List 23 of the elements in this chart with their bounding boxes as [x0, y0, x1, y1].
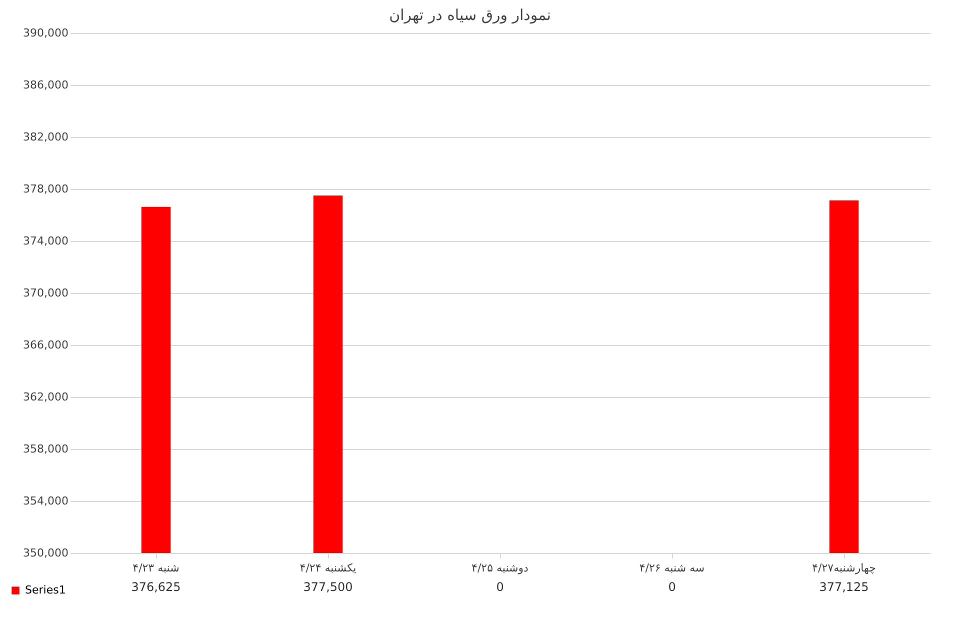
- x-tick-label: سه شنبه ۴/۲۶: [639, 562, 705, 574]
- y-tick-label: 362,000: [23, 390, 68, 404]
- y-tick-label: 378,000: [23, 182, 68, 196]
- y-tick-label: 382,000: [23, 130, 68, 144]
- data-label: 376,625: [131, 580, 181, 594]
- y-tick-label: 350,000: [23, 546, 68, 560]
- x-tick-label: یکشنبه ۴/۲۴: [300, 562, 356, 574]
- text: 0: [496, 580, 504, 594]
- data-label: 377,125: [819, 580, 869, 594]
- y-tick-label: 374,000: [23, 234, 68, 248]
- x-tick-label: دوشنبه ۴/۲۵: [472, 562, 529, 574]
- text: 0: [668, 580, 676, 594]
- data-label: 377,500: [303, 580, 353, 594]
- legend-label: Series1: [25, 584, 66, 596]
- x-tick-label: چهارشنبه۴/۲۷: [812, 562, 876, 574]
- y-tick-label: 354,000: [23, 494, 68, 508]
- y-tick-label: 386,000: [23, 78, 68, 92]
- y-tick-label: 358,000: [23, 442, 68, 456]
- y-tick-label: 390,000: [23, 26, 68, 40]
- y-tick-label: 366,000: [23, 338, 68, 352]
- chart-title: نمودار ورق سیاه در تهران: [389, 6, 551, 24]
- x-tick-label: شنبه ۴/۲۳: [132, 562, 180, 574]
- y-tick-label: 370,000: [23, 286, 68, 300]
